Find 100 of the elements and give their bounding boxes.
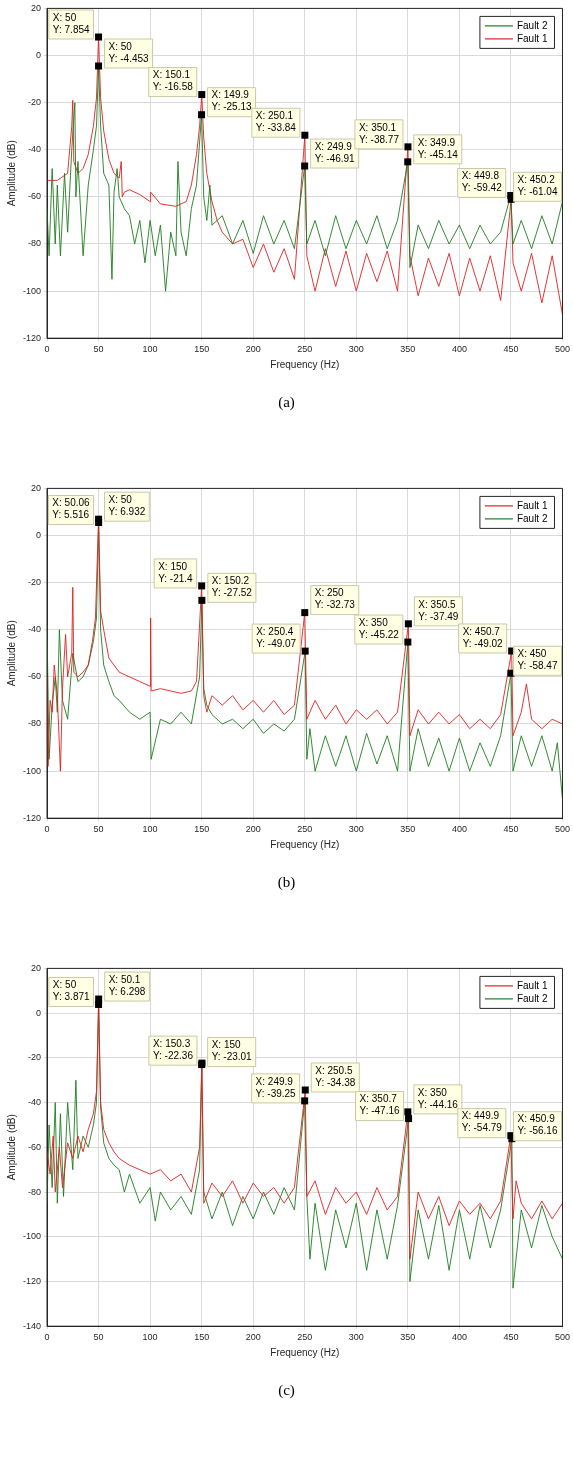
y-tick-label: -40 (28, 1097, 42, 1108)
y-tick-label: -120 (23, 332, 42, 343)
y-axis-title: Amplitude (dB) (5, 140, 17, 207)
legend-label: Fault 2 (516, 512, 548, 524)
annotation: X: 350 Y: -44.16 (417, 1086, 459, 1110)
y-tick-label: -120 (23, 1275, 42, 1286)
x-tick-label: 450 (503, 344, 519, 355)
y-axis-title: Amplitude (dB) (5, 620, 17, 687)
legend-label: Fault 1 (516, 499, 548, 511)
x-tick-label: 300 (348, 1332, 364, 1343)
annotation: X: 449.8 Y: -59.42 (461, 170, 503, 194)
annotation: X: 449.9 Y: -54.79 (461, 1110, 503, 1134)
x-tick-label: 250 (297, 1332, 313, 1343)
y-tick-label: -60 (28, 191, 42, 202)
x-tick-label: 0 (44, 344, 50, 355)
x-tick-label: 150 (194, 824, 210, 835)
x-tick-label: 250 (297, 344, 313, 355)
x-tick-label: 350 (400, 824, 416, 835)
annotation: X: 150 Y: -23.01 (211, 1039, 253, 1063)
y-tick-label: -20 (28, 97, 42, 108)
annotation: X: 150.3 Y: -22.36 (152, 1037, 194, 1061)
x-tick-label: 500 (554, 344, 571, 355)
y-tick-label: -80 (28, 238, 42, 249)
annotation: X: 350.1 Y: -38.77 (358, 121, 400, 145)
legend-label: Fault 1 (516, 32, 548, 44)
annotation: X: 50 Y: 7.854 (52, 11, 90, 35)
x-tick-label: 400 (451, 344, 467, 355)
annotation: X: 250.1 Y: -33.84 (255, 109, 297, 133)
annotation: X: 50 Y: 6.932 (108, 493, 146, 517)
x-tick-label: 300 (348, 344, 364, 355)
x-tick-label: 400 (451, 824, 467, 835)
annotation: X: 50.06 Y: 5.516 (52, 497, 91, 521)
annotation: X: 150.2 Y: -27.52 (211, 575, 253, 599)
y-tick-label: -100 (23, 1231, 42, 1242)
x-tick-label: 50 (93, 344, 104, 355)
x-tick-label: 500 (554, 824, 571, 835)
y-tick-label: -20 (28, 1052, 42, 1063)
y-tick-label: 0 (36, 50, 42, 60)
x-tick-label: 350 (400, 344, 416, 355)
annotation: X: 149.9 Y: -25.13 (211, 89, 253, 113)
x-tick-label: 100 (142, 824, 158, 835)
y-tick-label: -40 (28, 624, 42, 635)
legend-label: Fault 2 (516, 992, 548, 1004)
x-tick-label: 150 (194, 1332, 210, 1343)
y-tick-label: -60 (28, 671, 42, 682)
x-tick-label: 200 (245, 824, 261, 835)
y-tick-label: -100 (23, 285, 42, 296)
annotation: X: 450.7 Y: -49.02 (462, 625, 504, 649)
x-tick-label: 100 (142, 1332, 158, 1343)
y-tick-label: 20 (31, 482, 42, 493)
text: (c) (277, 1382, 296, 1399)
annotation: X: 50 Y: -4.453 (108, 40, 150, 64)
x-tick-label: 350 (400, 1332, 416, 1343)
annotation: X: 249.9 Y: -39.25 (255, 1075, 297, 1099)
x-axis-title: Frequency (Hz) (270, 358, 340, 370)
annotation: X: 150 Y: -21.4 (158, 560, 194, 584)
x-tick-label: 50 (93, 1332, 104, 1343)
y-tick-label: -40 (28, 144, 42, 155)
x-tick-label: 0 (44, 824, 50, 835)
x-tick-label: 450 (503, 1332, 519, 1343)
x-tick-label: 450 (503, 824, 519, 835)
legend-label: Fault 2 (516, 19, 548, 31)
x-axis-title: Frequency (Hz) (270, 1346, 340, 1358)
x-tick-label: 150 (194, 344, 210, 355)
y-tick-label: -20 (28, 577, 42, 588)
annotation: X: 350.7 Y: -47.16 (359, 1093, 401, 1117)
x-tick-label: 100 (142, 344, 158, 355)
x-axis-title: Frequency (Hz) (270, 838, 340, 850)
annotation: X: 450.9 Y: -56.16 (517, 1113, 558, 1137)
annotation: X: 50.1 Y: 6.298 (108, 973, 146, 997)
y-tick-label: 0 (36, 1007, 42, 1018)
y-tick-label: -80 (28, 718, 42, 729)
annotation: X: 450 Y: -58.47 (517, 648, 558, 671)
annotation: X: 150.1 Y: -16.58 (152, 69, 194, 93)
annotation: X: 450.2 Y: -61.04 (517, 174, 558, 198)
x-tick-label: 250 (297, 824, 313, 835)
annotation: X: 349.9 Y: -45.14 (417, 136, 459, 160)
y-tick-label: -60 (28, 1141, 42, 1152)
y-tick-label: 20 (31, 962, 42, 973)
annotation: X: 249.9 Y: -46.91 (314, 140, 356, 164)
x-tick-label: 400 (451, 1332, 467, 1343)
x-tick-label: 500 (554, 1332, 571, 1343)
y-axis-title: Amplitude (dB) (5, 1114, 17, 1181)
y-tick-label: 20 (31, 2, 42, 13)
y-tick-label: 0 (36, 530, 42, 540)
annotation: X: 50 Y: 3.871 (52, 979, 90, 1003)
x-tick-label: 200 (245, 344, 261, 355)
text: (b) (276, 874, 297, 891)
x-tick-label: 300 (348, 824, 364, 835)
x-tick-label: 200 (245, 1332, 261, 1343)
annotation: X: 350 Y: -45.22 (358, 616, 400, 640)
annotation: X: 250 Y: -32.73 (314, 587, 356, 611)
x-tick-label: 50 (93, 824, 104, 835)
text: (a) (277, 394, 296, 411)
y-tick-label: -120 (23, 812, 42, 823)
legend-label: Fault 1 (516, 979, 548, 991)
annotation: X: 250.5 Y: -34.38 (315, 1064, 356, 1088)
annotation: X: 250.4 Y: -49.07 (256, 625, 297, 649)
y-tick-label: -100 (23, 765, 42, 776)
y-tick-label: -140 (23, 1320, 42, 1331)
